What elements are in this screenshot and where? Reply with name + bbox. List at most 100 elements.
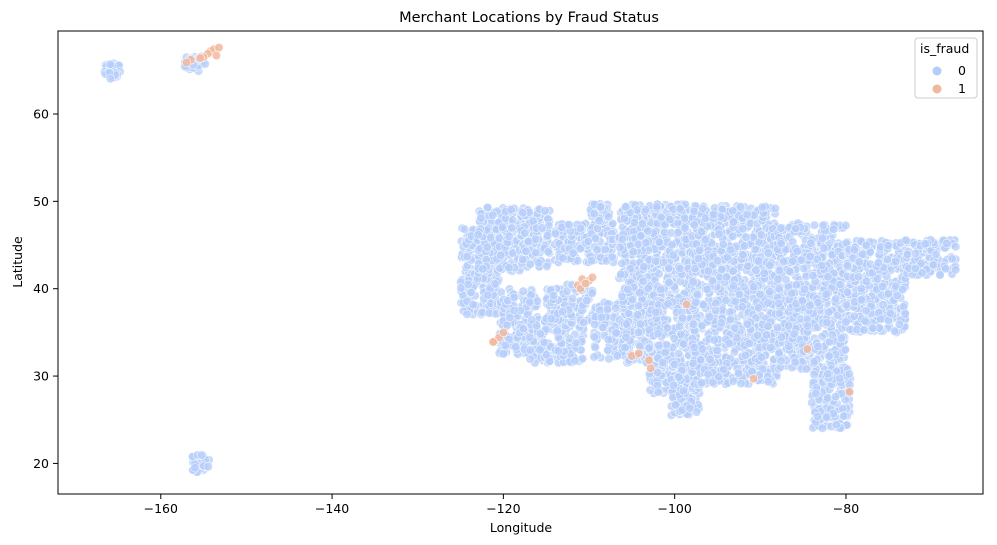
point-is-fraud-0 [568, 248, 578, 258]
point-is-fraud-0 [525, 345, 535, 355]
point-is-fraud-0 [508, 215, 518, 225]
x-tick-label: −80 [833, 501, 859, 516]
point-is-fraud-0 [603, 345, 613, 356]
point-is-fraud-0 [668, 250, 678, 260]
point-is-fraud-0 [540, 206, 550, 216]
point-is-fraud-0 [675, 263, 685, 274]
point-is-fraud-1 [195, 53, 205, 63]
point-is-fraud-0 [571, 338, 581, 348]
point-is-fraud-0 [509, 292, 519, 303]
point-is-fraud-0 [742, 319, 753, 329]
point-is-fraud-0 [462, 309, 472, 319]
point-is-fraud-0 [817, 233, 828, 243]
point-is-fraud-0 [947, 254, 957, 264]
point-is-fraud-0 [660, 347, 670, 358]
point-is-fraud-0 [738, 224, 748, 234]
point-is-fraud-0 [753, 303, 764, 313]
x-axis-label: Longitude [490, 520, 552, 535]
point-is-fraud-0 [766, 343, 776, 353]
point-is-fraud-0 [629, 217, 640, 227]
point-is-fraud-0 [553, 346, 564, 356]
point-is-fraud-0 [620, 343, 630, 353]
point-is-fraud-0 [695, 355, 706, 365]
point-is-fraud-0 [935, 270, 945, 280]
legend-marker-0 [932, 66, 942, 76]
point-is-fraud-0 [527, 315, 537, 325]
point-is-fraud-0 [558, 253, 568, 263]
point-is-fraud-0 [639, 262, 649, 272]
point-is-fraud-0 [459, 224, 470, 234]
point-is-fraud-0 [748, 282, 759, 292]
point-is-fraud-0 [849, 311, 859, 321]
point-is-fraud-0 [774, 265, 784, 276]
point-is-fraud-0 [582, 295, 592, 306]
point-is-fraud-0 [809, 357, 820, 367]
point-is-fraud-0 [734, 289, 745, 300]
point-is-fraud-0 [650, 256, 661, 266]
legend-label-1: 1 [958, 81, 966, 96]
point-is-fraud-0 [595, 202, 606, 212]
y-axis: 20 30 40 50 60 [33, 106, 58, 471]
point-is-fraud-1 [214, 42, 224, 53]
point-is-fraud-0 [675, 204, 685, 214]
point-is-fraud-0 [799, 263, 809, 274]
point-is-fraud-0 [773, 274, 783, 284]
point-is-fraud-0 [704, 312, 715, 322]
point-is-fraud-0 [598, 322, 608, 333]
point-is-fraud-0 [883, 289, 894, 299]
point-is-fraud-0 [674, 372, 684, 382]
point-is-fraud-0 [792, 246, 802, 256]
point-is-fraud-0 [486, 233, 496, 243]
point-is-fraud-0 [712, 256, 723, 266]
point-is-fraud-0 [728, 266, 738, 276]
point-is-fraud-0 [658, 357, 668, 368]
point-is-fraud-0 [831, 294, 841, 304]
point-is-fraud-0 [589, 352, 599, 362]
point-is-fraud-0 [714, 372, 724, 382]
point-is-fraud-0 [602, 304, 613, 314]
point-is-fraud-0 [697, 378, 707, 388]
point-is-fraud-0 [910, 248, 921, 258]
point-is-fraud-0 [636, 319, 646, 329]
point-is-fraud-0 [807, 398, 817, 408]
point-is-fraud-0 [518, 255, 528, 265]
point-is-fraud-0 [822, 393, 833, 403]
point-is-fraud-0 [623, 284, 633, 295]
point-is-fraud-0 [494, 233, 505, 243]
point-is-fraud-0 [788, 256, 798, 266]
point-is-fraud-0 [633, 310, 643, 320]
point-is-fraud-0 [589, 209, 599, 219]
point-is-fraud-0 [827, 330, 837, 340]
point-is-fraud-0 [801, 364, 811, 374]
point-is-fraud-0 [596, 312, 607, 322]
point-is-fraud-0 [719, 364, 729, 375]
point-is-fraud-0 [750, 244, 760, 255]
point-is-fraud-0 [506, 205, 516, 215]
point-is-fraud-0 [774, 308, 785, 319]
point-is-fraud-0 [830, 392, 841, 402]
point-is-fraud-0 [664, 278, 674, 288]
point-is-fraud-0 [856, 295, 867, 305]
point-is-fraud-0 [841, 317, 851, 327]
legend-marker-1 [932, 84, 942, 94]
point-is-fraud-0 [689, 342, 699, 353]
point-is-fraud-0 [478, 264, 488, 274]
point-is-fraud-0 [824, 307, 834, 317]
point-is-fraud-0 [784, 341, 794, 351]
point-is-fraud-0 [590, 320, 600, 330]
point-is-fraud-0 [525, 297, 535, 307]
point-is-fraud-0 [677, 313, 688, 323]
point-is-fraud-1 [181, 57, 192, 68]
point-is-fraud-0 [776, 356, 786, 366]
point-is-fraud-0 [621, 202, 631, 212]
point-is-fraud-0 [787, 288, 797, 298]
point-is-fraud-0 [703, 266, 714, 276]
point-is-fraud-0 [611, 328, 621, 338]
point-is-fraud-0 [705, 354, 715, 365]
point-is-fraud-0 [579, 318, 589, 328]
legend-label-0: 0 [958, 63, 966, 78]
point-is-fraud-0 [497, 222, 508, 232]
point-is-fraud-0 [789, 329, 799, 339]
point-is-fraud-0 [931, 249, 941, 259]
